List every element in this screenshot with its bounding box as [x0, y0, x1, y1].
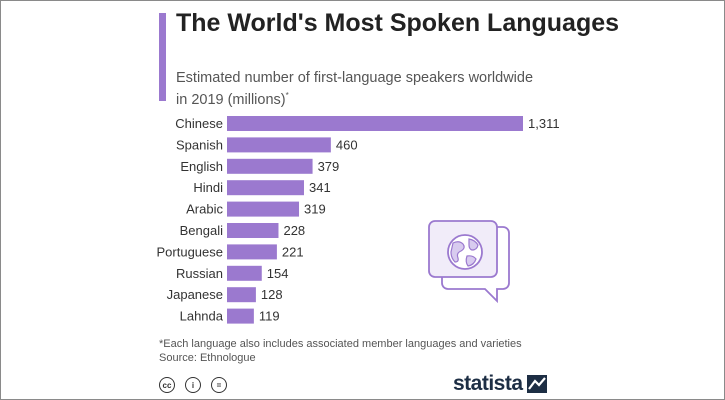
bar [227, 201, 300, 217]
subtitle-text: Estimated number of first-language speak… [176, 70, 534, 108]
category-label: Hindi [193, 180, 223, 195]
category-label: Portuguese [157, 244, 224, 259]
subtitle-footnote-marker: * [285, 91, 289, 100]
category-label: Lahnda [180, 309, 224, 324]
value-label: 379 [318, 159, 340, 174]
source-note: Source: Ethnologue [159, 352, 256, 364]
statista-brand[interactable]: statista [453, 373, 547, 395]
no-derivatives-icon[interactable]: = [211, 377, 227, 393]
bar [227, 116, 523, 131]
bars-layer: Chinese 1,311 Spanish 460 English 379 Hindi 341… [157, 116, 560, 324]
value-label: 119 [259, 309, 280, 324]
bar [227, 180, 304, 196]
chart-subtitle: Estimated number of first-language speak… [176, 69, 536, 109]
bar [227, 244, 277, 260]
bar [227, 265, 262, 281]
value-label: 460 [336, 137, 358, 152]
category-label: English [180, 159, 223, 174]
category-label: Russian [176, 266, 223, 281]
attribution-icon[interactable]: i [185, 377, 201, 393]
bar [227, 158, 313, 174]
speech-bubble-globe-icon [428, 220, 510, 304]
value-label: 154 [267, 266, 289, 281]
category-label: Japanese [167, 287, 223, 302]
value-label: 1,311 [528, 116, 560, 131]
value-label: 128 [261, 287, 283, 302]
category-label: Bengali [180, 223, 223, 238]
value-label: 228 [283, 223, 305, 238]
statista-logo-icon [526, 375, 547, 393]
bar [227, 137, 331, 153]
bar [227, 223, 279, 238]
cc-icon-glyph: cc [162, 380, 172, 390]
chart-title: The World's Most Spoken Languages [176, 9, 620, 37]
cc-icon[interactable]: cc [159, 377, 175, 393]
value-label: 319 [304, 202, 326, 217]
category-label: Arabic [186, 202, 223, 217]
no-derivatives-icon-glyph: = [216, 380, 222, 390]
category-label: Chinese [175, 116, 223, 131]
bar [227, 287, 256, 303]
footnote: *Each language also includes associated … [159, 338, 522, 350]
value-label: 341 [309, 180, 331, 195]
attribution-icon-glyph: i [191, 380, 195, 390]
value-label: 221 [282, 244, 304, 259]
title-accent-bar [159, 13, 166, 101]
statista-wordmark: statista [453, 372, 523, 395]
category-label: Spanish [176, 137, 223, 152]
bar [227, 308, 254, 324]
